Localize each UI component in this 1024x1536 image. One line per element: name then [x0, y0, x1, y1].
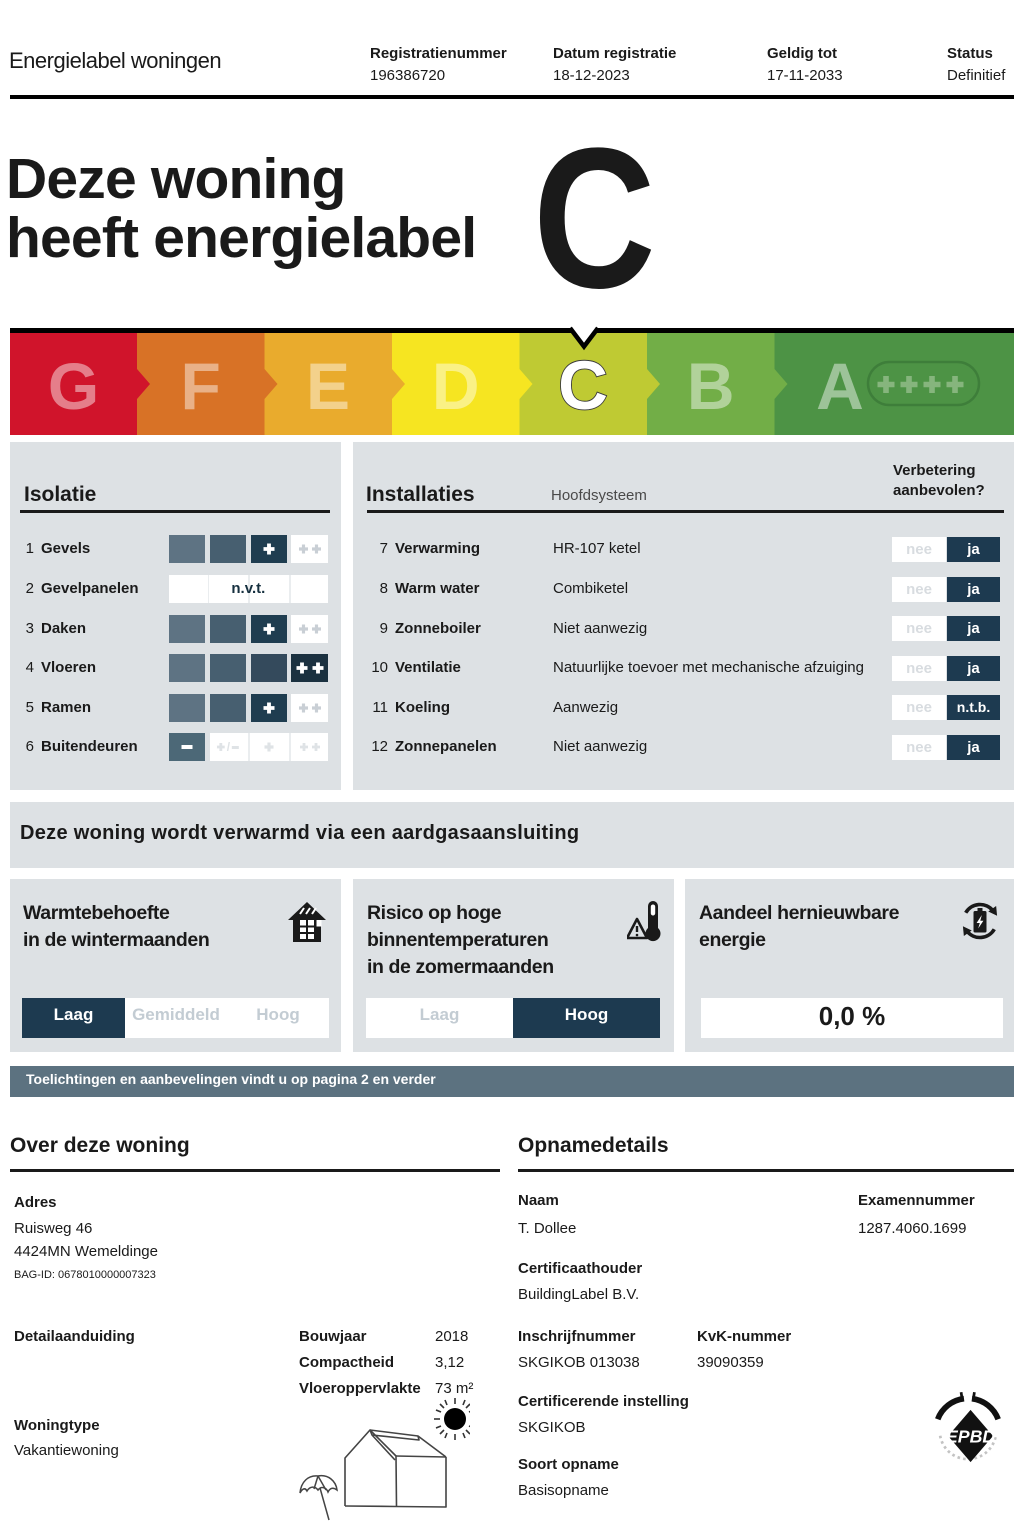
svg-text:C: C — [558, 347, 608, 424]
svg-text:A: A — [816, 349, 864, 423]
svg-text:F: F — [181, 349, 221, 423]
svg-text:D: D — [432, 349, 480, 423]
svg-text:E: E — [306, 349, 350, 423]
svg-text:G: G — [48, 349, 99, 423]
svg-text:EPBD: EPBD — [946, 1426, 996, 1446]
svg-text:B: B — [687, 349, 735, 423]
